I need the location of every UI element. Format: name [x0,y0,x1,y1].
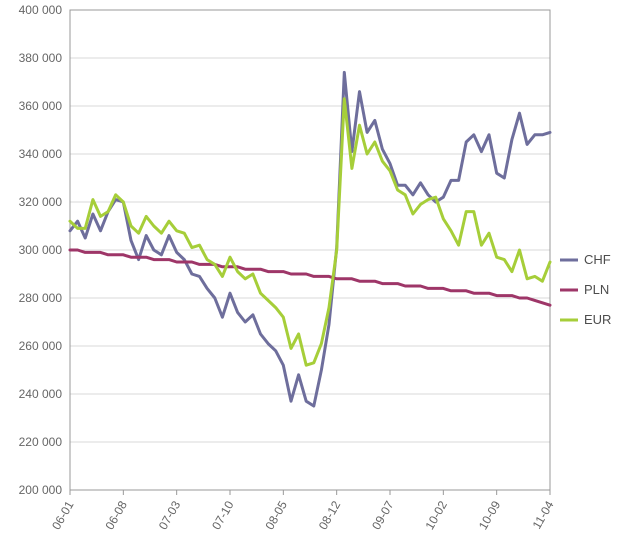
y-tick-label: 220 000 [19,435,63,449]
series-PLN [70,250,550,305]
x-tick-label: 10-02 [422,498,450,532]
x-tick-label: 06-01 [49,498,77,532]
series-EUR [70,99,550,365]
y-tick-label: 380 000 [19,51,63,65]
x-tick-label: 06-08 [102,498,130,532]
series-CHF [70,72,550,406]
x-tick-label: 08-12 [316,498,344,532]
line-chart: 200 000 220 000 240 000 260 000 280 000 300 0… [0,0,628,552]
y-tick-label: 340 000 [19,147,63,161]
x-tick-label: 10-09 [476,498,504,532]
y-tick-label: 280 000 [19,291,63,305]
x-tick-label: 08-05 [262,498,290,532]
x-tick-label: 09-07 [369,498,397,532]
y-tick-label: 200 000 [19,483,63,497]
legend-label: PLN [584,282,609,297]
y-tick-label: 400 000 [19,3,63,17]
x-tick-label: 07-10 [209,498,237,532]
x-tick-label: 11-04 [530,498,557,531]
y-tick-label: 300 000 [19,243,63,257]
y-tick-label: 240 000 [19,387,63,401]
chart-svg: 200 000 220 000 240 000 260 000 280 000 300 0… [0,0,628,552]
y-tick-label: 260 000 [19,339,63,353]
y-tick-label: 360 000 [19,99,63,113]
y-tick-label: 320 000 [19,195,63,209]
legend-label: CHF [584,252,611,267]
x-tick-label: 07-03 [156,498,184,532]
legend-label: EUR [584,312,611,327]
